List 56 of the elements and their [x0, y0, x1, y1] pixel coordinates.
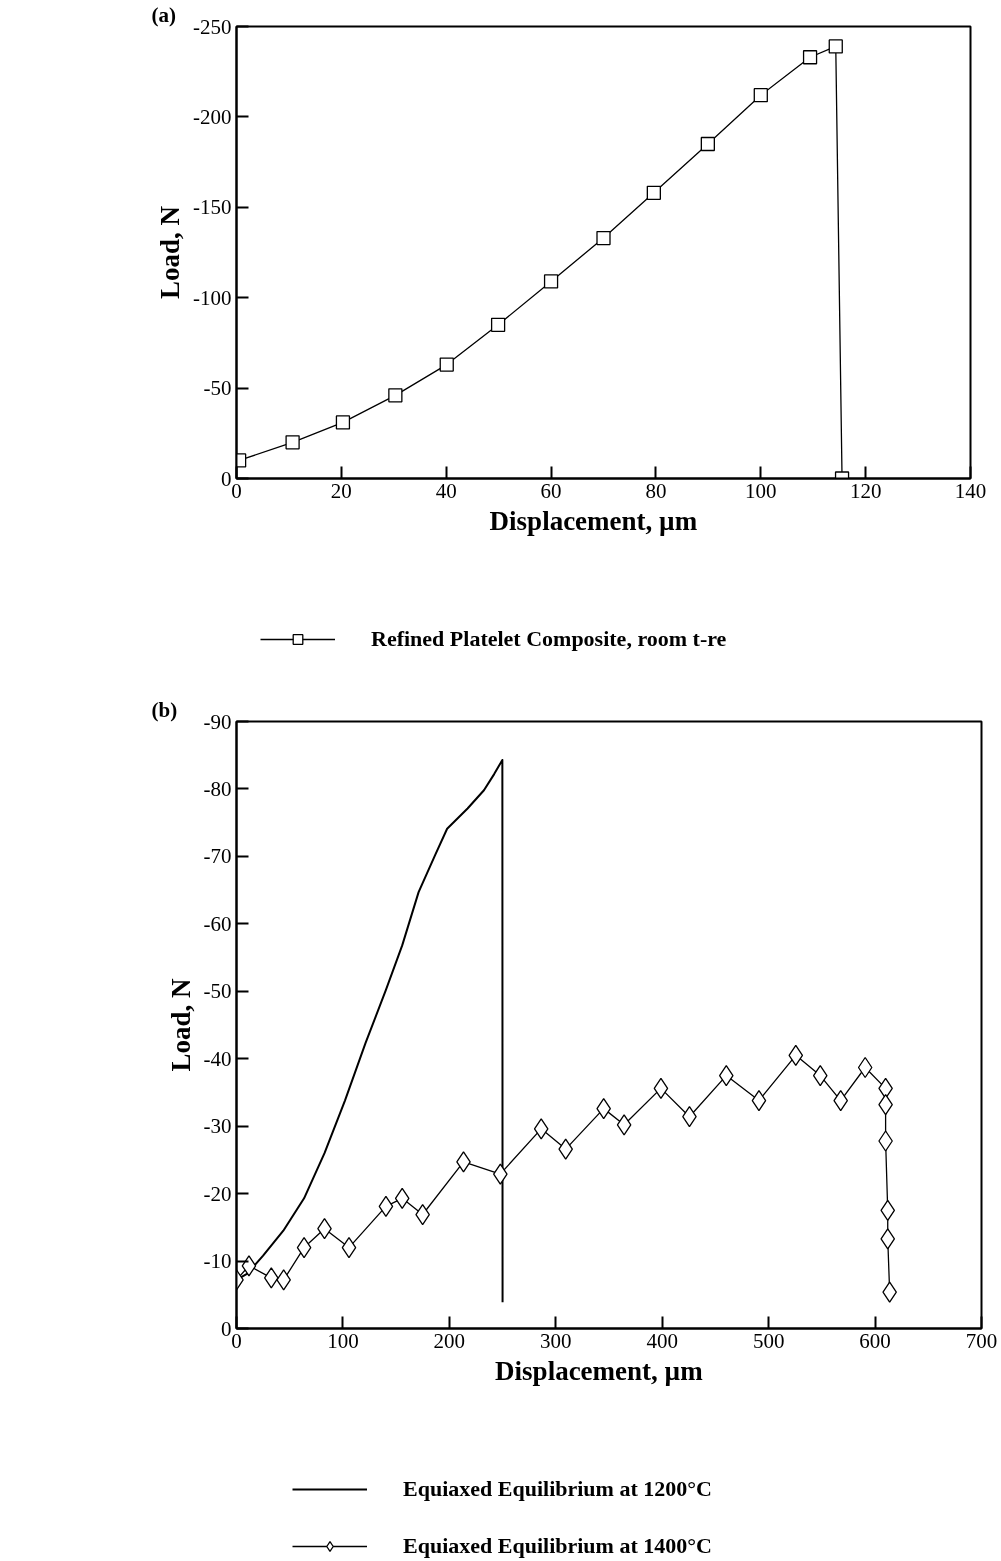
point — [490, 317, 506, 332]
point — [263, 1267, 279, 1289]
point — [285, 435, 300, 450]
x-tick-label: 20 — [330, 478, 352, 503]
x-tick-label: 500 — [752, 1328, 785, 1353]
point — [596, 230, 611, 246]
x-axis-title: Displacement, µm — [495, 1355, 704, 1386]
y-axis-title: Load, N — [155, 205, 186, 300]
y-tick-label: -30 — [203, 1114, 232, 1139]
x-tick-label: 600 — [859, 1328, 891, 1353]
point — [388, 388, 403, 403]
y-tick-label: -200 — [193, 104, 232, 129]
point — [700, 136, 715, 152]
x-tick-label: 120 — [849, 478, 882, 503]
y-tick-label: -90 — [203, 709, 232, 734]
x-tick-label: 60 — [540, 478, 562, 503]
chart-title: (a) — [151, 2, 176, 27]
x-axis-title: Displacement, µm — [489, 505, 698, 536]
y-tick-label: -50 — [203, 376, 232, 401]
x-tick-label: 100 — [745, 478, 777, 503]
y-tick-label: -150 — [193, 195, 232, 220]
y-tick-label: -60 — [203, 911, 232, 936]
legend-label: Equiaxed Equilibrium at 1400°C — [403, 1533, 712, 1559]
x-tick-label: 140 — [954, 478, 987, 503]
y-tick-label: -100 — [193, 285, 232, 310]
point — [241, 1255, 257, 1277]
y-tick-label: -250 — [193, 14, 232, 39]
point — [753, 88, 768, 103]
point — [543, 274, 559, 289]
legend-label: Equiaxed Equilibrium at 1200°C — [403, 1476, 712, 1502]
point — [335, 415, 351, 430]
x-tick-label: 100 — [327, 1328, 359, 1353]
x-tick-label: 300 — [540, 1328, 572, 1353]
y-tick-label: -20 — [203, 1181, 232, 1206]
y-tick-label: -10 — [203, 1249, 232, 1274]
y-tick-label: -70 — [203, 844, 232, 869]
x-tick-label: 200 — [433, 1328, 466, 1353]
point — [533, 1118, 549, 1140]
point — [646, 185, 661, 200]
x-tick-label: 400 — [646, 1328, 678, 1353]
x-tick-label: 700 — [965, 1328, 998, 1353]
x-tick-label: 80 — [645, 478, 667, 503]
point — [828, 39, 843, 54]
y-tick-label: -40 — [203, 1046, 232, 1071]
legend-label: Refined Platelet Composite, room t-re — [371, 626, 727, 652]
point — [616, 1114, 632, 1136]
chart-title: (b) — [151, 697, 178, 722]
y-tick-label: -50 — [203, 979, 232, 1004]
y-tick-label: -80 — [203, 776, 232, 801]
x-tick-label: 40 — [435, 478, 457, 503]
point — [439, 357, 454, 372]
point — [788, 1044, 804, 1066]
point — [802, 50, 818, 65]
point — [394, 1187, 410, 1209]
y-axis-title: Load, N — [165, 977, 196, 1072]
point — [880, 1228, 896, 1250]
